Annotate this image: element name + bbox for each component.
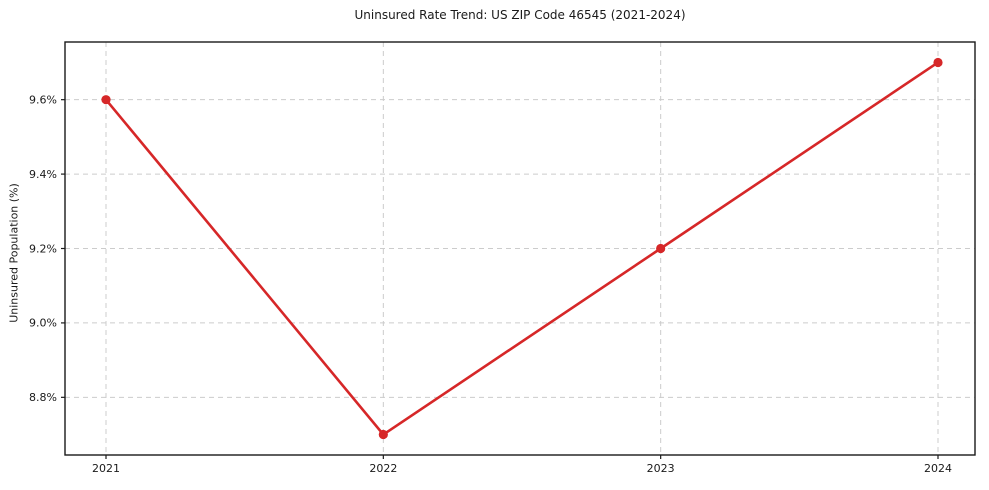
- x-tick-label: 2024: [924, 462, 952, 475]
- data-point: [378, 429, 388, 440]
- x-tick-label: 2021: [92, 462, 120, 475]
- y-tick-label: 9.6%: [29, 93, 57, 106]
- plot-border: [64, 41, 976, 456]
- data-point: [933, 57, 943, 68]
- data-point: [101, 95, 111, 105]
- y-tick-label: 9.0%: [29, 317, 57, 330]
- y-tick-label: 8.8%: [29, 391, 57, 404]
- y-tick-label: 9.2%: [29, 242, 57, 255]
- data-point: [656, 243, 666, 254]
- chart-title: Uninsured Rate Trend: US ZIP Code 46545 …: [354, 8, 686, 22]
- x-tick-label: 2022: [369, 462, 397, 475]
- trend-line: [104, 61, 940, 436]
- y-tick-label: 9.4%: [29, 168, 57, 181]
- x-tick-label: 2023: [647, 462, 675, 475]
